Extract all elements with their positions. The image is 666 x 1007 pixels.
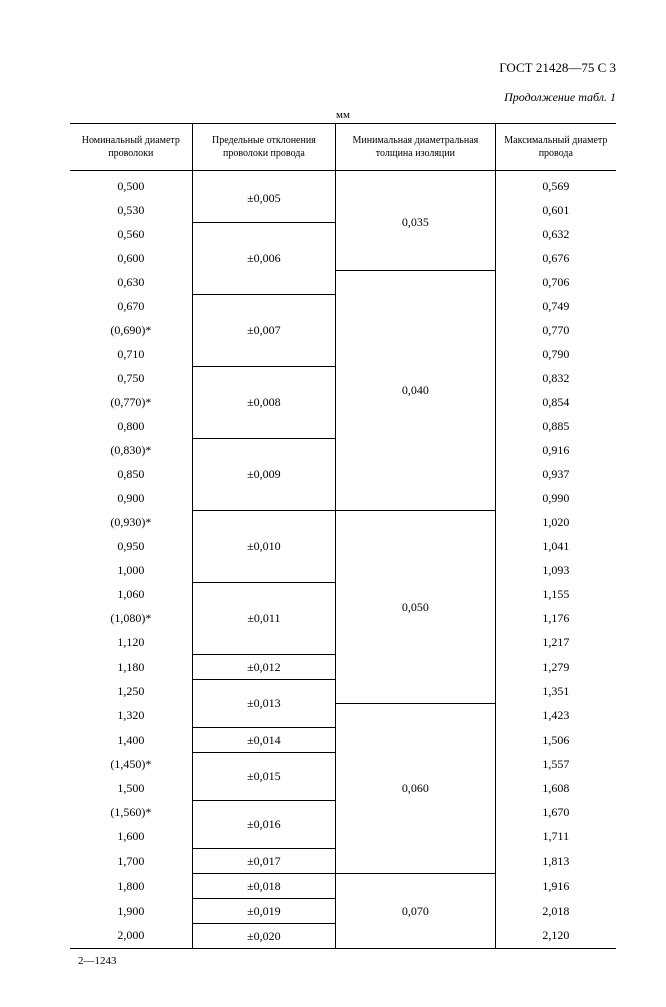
cell-nominal: (0,690)*: [70, 318, 192, 342]
cell-deviation: ±0,014: [192, 727, 335, 752]
cell-max: 1,670: [495, 800, 616, 824]
cell-nominal: 1,000: [70, 558, 192, 582]
cell-max: 0,601: [495, 198, 616, 222]
cell-nominal: 1,180: [70, 654, 192, 679]
cell-nominal: 0,530: [70, 198, 192, 222]
cell-nominal: 1,250: [70, 679, 192, 703]
cell-max: 0,790: [495, 342, 616, 366]
cell-nominal: (0,830)*: [70, 438, 192, 462]
cell-nominal: (1,560)*: [70, 800, 192, 824]
cell-max: 1,813: [495, 848, 616, 873]
unit-label: мм: [70, 109, 616, 121]
cell-max: 1,217: [495, 630, 616, 654]
cell-nominal: 1,060: [70, 582, 192, 606]
cell-nominal: 1,600: [70, 824, 192, 848]
cell-max: 1,176: [495, 606, 616, 630]
cell-max: 0,937: [495, 462, 616, 486]
cell-nominal: 1,700: [70, 848, 192, 873]
cell-nominal: 0,630: [70, 270, 192, 294]
cell-nominal: (0,930)*: [70, 510, 192, 534]
cell-nominal: 0,950: [70, 534, 192, 558]
cell-max: 1,916: [495, 873, 616, 898]
cell-max: 0,990: [495, 486, 616, 510]
cell-nominal: (0,770)*: [70, 390, 192, 414]
cell-deviation: ±0,017: [192, 848, 335, 873]
cell-max: 0,632: [495, 222, 616, 246]
cell-deviation: ±0,016: [192, 800, 335, 848]
cell-deviation: ±0,011: [192, 582, 335, 654]
cell-deviation: ±0,008: [192, 366, 335, 438]
cell-max: 0,770: [495, 318, 616, 342]
cell-nominal: 1,400: [70, 727, 192, 752]
cell-max: 0,749: [495, 294, 616, 318]
cell-max: 0,916: [495, 438, 616, 462]
cell-deviation: ±0,009: [192, 438, 335, 510]
cell-max: 1,351: [495, 679, 616, 703]
cell-max: 0,832: [495, 366, 616, 390]
cell-nominal: (1,450)*: [70, 752, 192, 776]
cell-deviation: ±0,007: [192, 294, 335, 366]
cell-max: 0,885: [495, 414, 616, 438]
cell-nominal: 0,850: [70, 462, 192, 486]
cell-deviation: ±0,006: [192, 222, 335, 294]
wire-table: Номинальный диаметр проволоки Предельные…: [70, 123, 616, 949]
cell-nominal: 1,500: [70, 776, 192, 800]
col-header-3: Максимальный диаметр провода: [495, 124, 616, 171]
cell-nominal: (1,080)*: [70, 606, 192, 630]
col-header-2: Минимальная диаметральная толщина изоляц…: [336, 124, 495, 171]
cell-max: 1,020: [495, 510, 616, 534]
cell-deviation: ±0,018: [192, 873, 335, 898]
cell-nominal: 0,710: [70, 342, 192, 366]
cell-thickness: 0,050: [336, 510, 495, 703]
cell-nominal: 0,560: [70, 222, 192, 246]
cell-nominal: 0,670: [70, 294, 192, 318]
cell-nominal: 0,900: [70, 486, 192, 510]
cell-nominal: 0,800: [70, 414, 192, 438]
cell-deviation: ±0,015: [192, 752, 335, 800]
cell-deviation: ±0,019: [192, 898, 335, 923]
cell-nominal: 0,500: [70, 174, 192, 198]
col-header-1: Предельные отклонения проволоки провода: [192, 124, 335, 171]
cell-thickness: 0,035: [336, 174, 495, 270]
cell-max: 0,854: [495, 390, 616, 414]
cell-max: 1,093: [495, 558, 616, 582]
cell-max: 2,018: [495, 898, 616, 923]
page-footer: 2—1243: [70, 955, 616, 967]
cell-max: 1,608: [495, 776, 616, 800]
cell-nominal: 1,800: [70, 873, 192, 898]
cell-nominal: 1,900: [70, 898, 192, 923]
cell-deviation: ±0,013: [192, 679, 335, 727]
page-header: ГОСТ 21428—75 С 3: [70, 60, 616, 76]
cell-nominal: 1,120: [70, 630, 192, 654]
cell-thickness: 0,040: [336, 270, 495, 510]
cell-nominal: 1,320: [70, 703, 192, 727]
cell-nominal: 0,600: [70, 246, 192, 270]
cell-nominal: 0,750: [70, 366, 192, 390]
cell-max: 0,569: [495, 174, 616, 198]
cell-max: 0,676: [495, 246, 616, 270]
cell-thickness: 0,060: [336, 703, 495, 873]
col-header-0: Номинальный диаметр проволоки: [70, 124, 192, 171]
cell-max: 1,423: [495, 703, 616, 727]
continuation-label: Продолжение табл. 1: [70, 90, 616, 105]
cell-max: 1,155: [495, 582, 616, 606]
cell-max: 0,706: [495, 270, 616, 294]
cell-max: 1,557: [495, 752, 616, 776]
cell-deviation: ±0,010: [192, 510, 335, 582]
cell-deviation: ±0,005: [192, 174, 335, 222]
cell-thickness: 0,070: [336, 873, 495, 948]
cell-deviation: ±0,012: [192, 654, 335, 679]
cell-max: 1,506: [495, 727, 616, 752]
cell-max: 1,711: [495, 824, 616, 848]
cell-max: 1,041: [495, 534, 616, 558]
cell-max: 1,279: [495, 654, 616, 679]
